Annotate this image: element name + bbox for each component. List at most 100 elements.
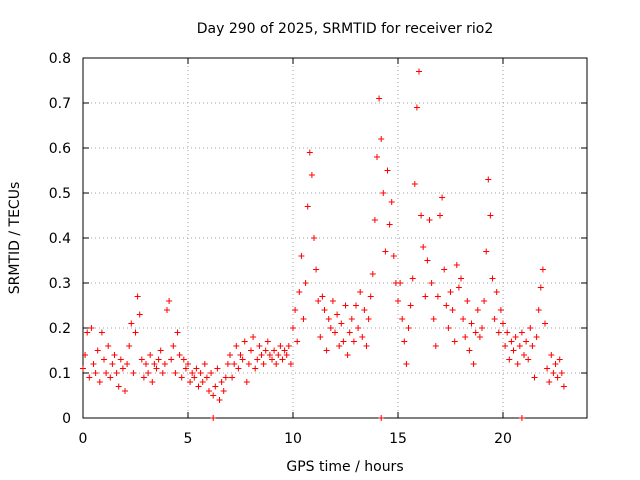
data-point	[174, 329, 181, 336]
data-point	[332, 329, 338, 336]
data-point	[191, 374, 198, 381]
data-point	[138, 356, 145, 363]
data-point	[353, 302, 359, 309]
data-point	[529, 343, 536, 349]
data-point	[445, 325, 452, 331]
data-point	[340, 338, 347, 345]
y-tick-label: 0.5	[49, 186, 71, 202]
data-point	[535, 307, 542, 313]
data-point	[319, 293, 326, 300]
data-point	[422, 293, 429, 300]
data-point	[151, 361, 158, 367]
data-point	[468, 320, 475, 327]
data-point	[241, 338, 248, 345]
data-point	[443, 302, 450, 309]
data-point	[185, 361, 191, 367]
data-point	[560, 383, 567, 390]
data-point	[109, 361, 116, 367]
data-point	[227, 352, 233, 358]
data-point	[497, 307, 504, 313]
data-point	[285, 343, 292, 349]
data-point	[357, 289, 364, 295]
data-point	[229, 374, 236, 381]
data-point	[380, 190, 387, 196]
data-point	[550, 370, 557, 376]
data-point	[363, 343, 370, 349]
data-point	[334, 311, 341, 318]
data-point	[365, 316, 372, 322]
data-point	[180, 356, 187, 363]
data-point	[262, 347, 269, 354]
data-point	[117, 356, 124, 363]
data-point	[260, 361, 267, 367]
data-point	[220, 388, 227, 394]
data-point	[495, 329, 502, 336]
data-point	[371, 217, 378, 223]
data-point	[311, 235, 317, 241]
data-point	[395, 298, 401, 304]
data-point	[128, 320, 135, 327]
data-point	[531, 374, 538, 381]
data-point	[418, 212, 425, 219]
x-tick-label: 10	[284, 431, 302, 447]
data-point	[170, 343, 177, 349]
y-tick-label: 0	[62, 411, 71, 427]
data-point	[269, 356, 275, 363]
data-point	[342, 302, 349, 309]
data-point	[248, 347, 254, 354]
data-point	[222, 374, 229, 381]
chart-title: Day 290 of 2025, SRMTID for receiver rio…	[197, 21, 494, 37]
data-point	[399, 316, 406, 322]
data-point	[552, 361, 559, 367]
x-tick-label: 0	[79, 431, 88, 447]
y-axis-title: SRMTID / TECUs	[7, 182, 23, 295]
data-point	[107, 374, 114, 381]
data-point	[275, 352, 282, 358]
data-point	[292, 307, 299, 313]
data-point	[405, 325, 412, 331]
data-point	[315, 298, 322, 304]
data-point	[537, 284, 544, 291]
data-point	[159, 370, 166, 376]
data-point	[306, 149, 313, 156]
data-point	[514, 361, 521, 367]
data-point	[283, 352, 290, 358]
x-tick-label: 15	[389, 431, 407, 447]
data-point	[369, 271, 376, 277]
data-point	[224, 361, 231, 367]
data-point	[94, 347, 101, 354]
data-point	[338, 320, 345, 327]
data-point	[428, 280, 435, 286]
data-point	[516, 343, 523, 349]
data-point	[453, 262, 460, 268]
data-point	[483, 248, 490, 255]
data-point	[401, 338, 408, 345]
gridlines	[83, 58, 587, 418]
data-point	[218, 379, 225, 385]
data-point	[479, 325, 485, 331]
data-point	[113, 370, 120, 376]
data-point	[426, 217, 433, 223]
data-point	[250, 334, 257, 340]
data-point	[208, 370, 215, 376]
data-point	[317, 334, 324, 340]
data-point	[474, 307, 481, 313]
data-point	[403, 361, 410, 367]
data-point	[308, 172, 315, 178]
y-tick-label: 0.3	[49, 276, 71, 292]
y-tick-label: 0.6	[49, 141, 71, 157]
data-point	[458, 275, 464, 282]
data-point	[386, 221, 393, 228]
data-point	[539, 266, 546, 273]
data-point	[409, 275, 416, 282]
data-point	[336, 343, 343, 349]
data-point	[88, 325, 95, 331]
data-point	[147, 352, 154, 358]
data-point	[542, 320, 548, 327]
data-point	[143, 361, 149, 367]
data-point	[210, 392, 217, 399]
data-point	[449, 307, 456, 313]
data-point	[384, 167, 391, 174]
data-point	[164, 307, 170, 313]
data-point	[464, 298, 471, 304]
